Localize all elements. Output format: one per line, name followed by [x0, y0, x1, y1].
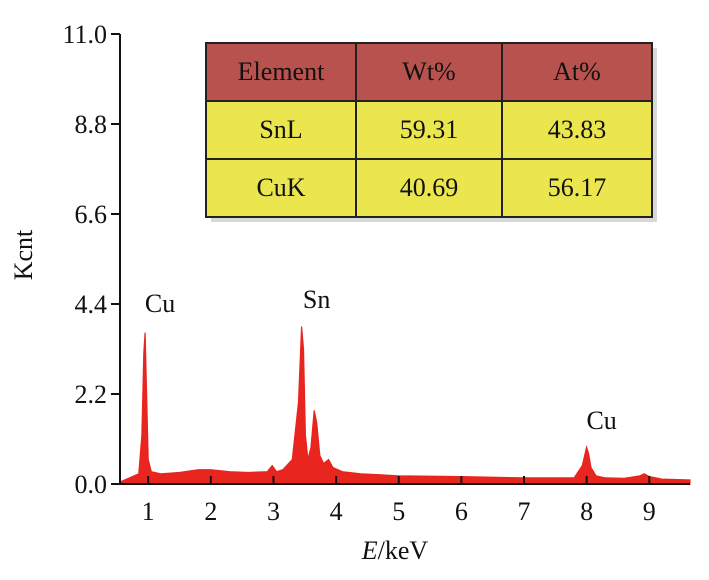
table-header-row: Element Wt% At%: [205, 42, 653, 102]
x-axis-title-symbol: E: [361, 536, 378, 565]
header-wt: Wt%: [355, 42, 503, 102]
x-tick-label: 1: [142, 497, 155, 526]
peak-label: Sn: [303, 285, 330, 314]
y-tick-label: 4.4: [75, 290, 108, 319]
header-element: Element: [205, 42, 357, 102]
x-tick-label: 4: [330, 497, 343, 526]
x-axis-title-unit: /keV: [378, 536, 429, 565]
x-tick-label: 6: [455, 497, 468, 526]
x-axis-title: E/keV: [361, 536, 429, 565]
y-tick-label: 11.0: [62, 20, 107, 49]
table-row: CuK 40.69 56.17: [205, 158, 653, 218]
cell-at: 56.17: [501, 158, 653, 218]
x-axis-ticks: 1 2 3 4 5 6 7 8 9: [142, 476, 656, 526]
cell-element: SnL: [205, 100, 357, 160]
y-tick-label: 0.0: [75, 470, 108, 499]
x-tick-label: 8: [580, 497, 593, 526]
x-tick-label: 3: [267, 497, 280, 526]
x-tick-label: 7: [518, 497, 531, 526]
y-axis-title: Kcnt: [9, 229, 38, 280]
y-tick-label: 2.2: [75, 380, 108, 409]
cell-element: CuK: [205, 158, 357, 218]
peak-annotations: Cu Sn Cu: [145, 285, 617, 435]
spectrum-series: [119, 326, 691, 485]
peak-label: Cu: [145, 289, 175, 318]
x-tick-label: 5: [392, 497, 405, 526]
composition-table: Element Wt% At% SnL 59.31 43.83 CuK 40.6…: [205, 42, 653, 218]
x-tick-label: 2: [204, 497, 217, 526]
y-tick-label: 6.6: [75, 200, 108, 229]
x-tick-label: 9: [643, 497, 656, 526]
table-row: SnL 59.31 43.83: [205, 100, 653, 160]
cell-wt: 40.69: [355, 158, 503, 218]
plot-area: [119, 326, 691, 485]
peak-label: Cu: [586, 406, 616, 435]
cell-wt: 59.31: [355, 100, 503, 160]
cell-at: 43.83: [501, 100, 653, 160]
y-tick-label: 8.8: [75, 110, 108, 139]
header-at: At%: [501, 42, 653, 102]
y-axis-ticks: 0.0 2.2 4.4 6.6 8.8 11.0: [62, 20, 120, 499]
